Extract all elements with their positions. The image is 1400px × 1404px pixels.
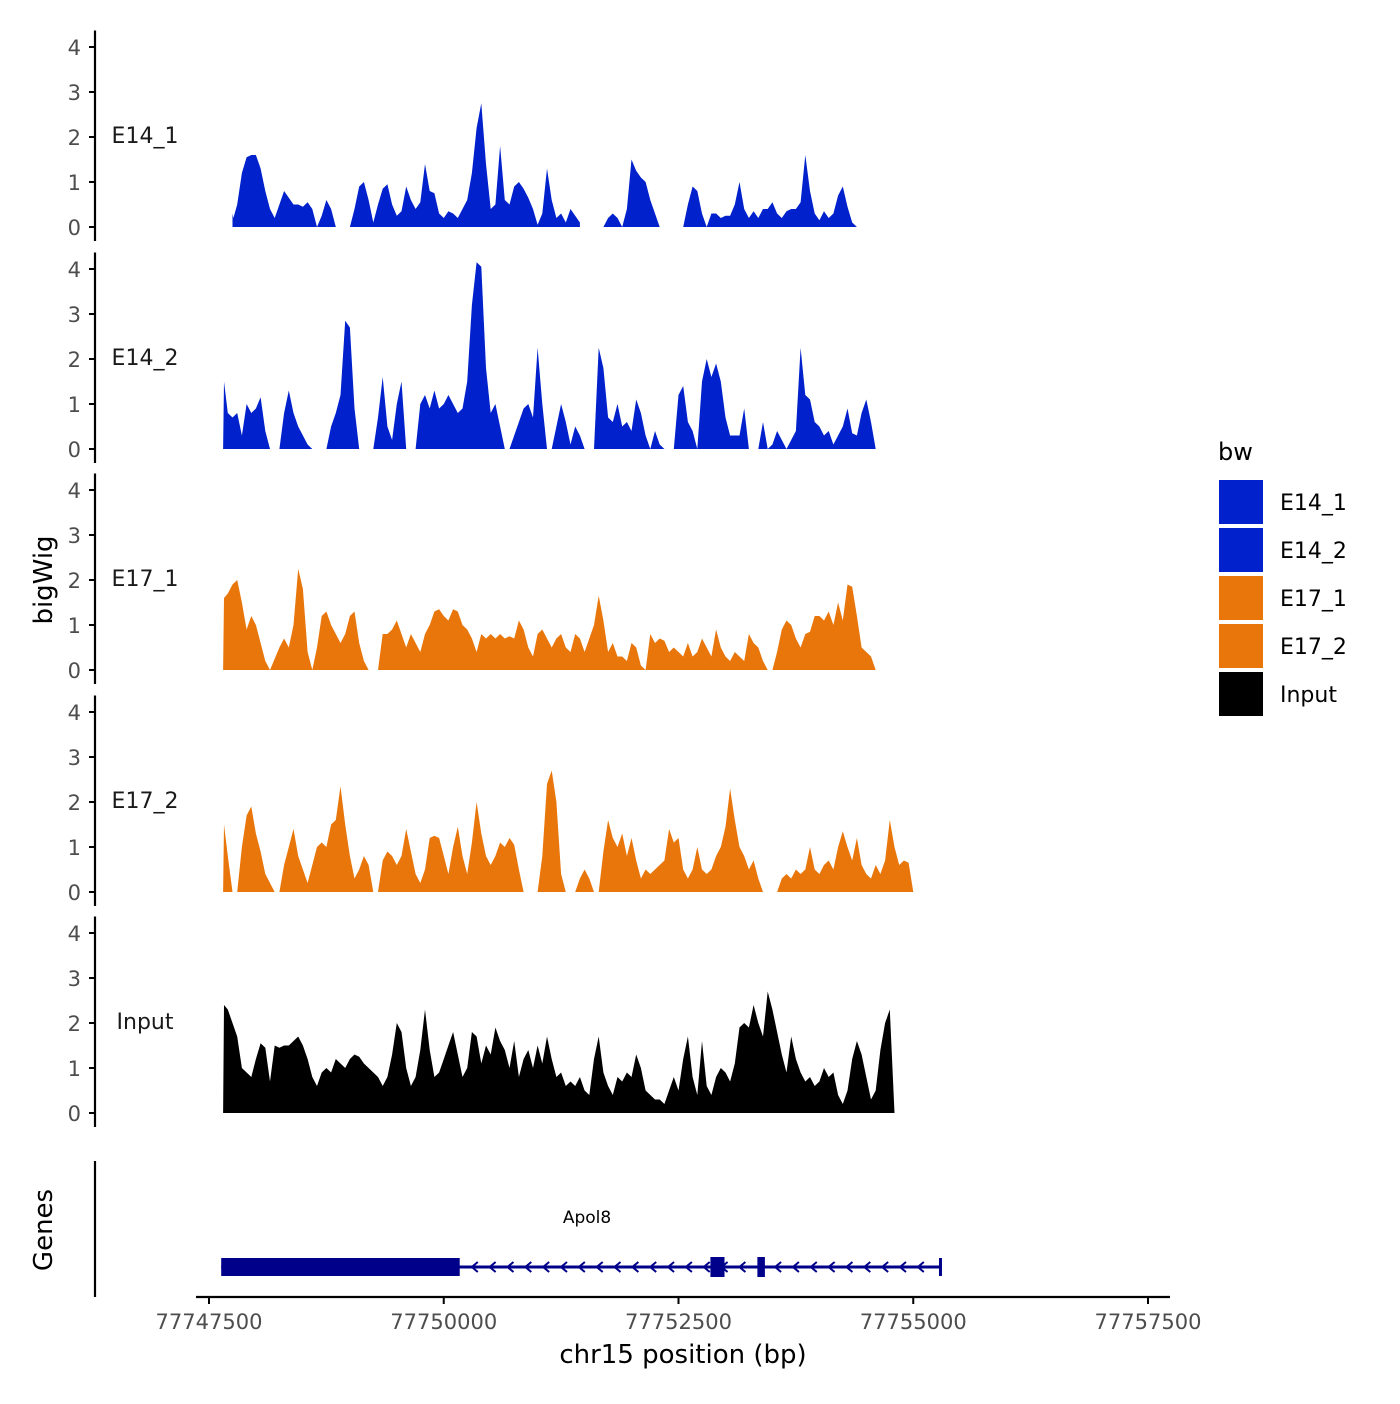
track-panel-1: 0 1 2 3 4 E14_1 bbox=[68, 30, 857, 241]
track-panel-2: 0 1 2 3 4 E14_2 bbox=[68, 252, 876, 463]
gene-exon-3 bbox=[757, 1257, 765, 1277]
strand-arrow bbox=[505, 1261, 515, 1273]
strand-arrow bbox=[541, 1261, 550, 1273]
y-tick-label: 3 bbox=[68, 81, 81, 105]
strand-arrow bbox=[898, 1261, 907, 1273]
x-tick-label: 77752500 bbox=[625, 1310, 732, 1334]
x-axis-title: chr15 position (bp) bbox=[559, 1340, 806, 1370]
x-tick-label: 77750000 bbox=[390, 1310, 497, 1334]
strand-arrow bbox=[809, 1261, 818, 1273]
panel-label-e17-2: E17_2 bbox=[112, 789, 179, 814]
y-tick-label: 0 bbox=[68, 881, 81, 905]
y-tick-label: 2 bbox=[68, 348, 81, 372]
legend-title: bw bbox=[1218, 438, 1253, 466]
strand-arrow bbox=[684, 1261, 693, 1273]
strand-arrow bbox=[577, 1261, 586, 1273]
legend-label-e17-2: E17_2 bbox=[1280, 635, 1347, 660]
panel-label-e14-2: E14_2 bbox=[112, 346, 179, 371]
strand-arrow bbox=[880, 1261, 889, 1273]
y-tick-label: 1 bbox=[68, 1057, 81, 1081]
panel-label-e14-1: E14_1 bbox=[112, 124, 179, 149]
gene-exon-1 bbox=[221, 1258, 460, 1276]
genes-panel: Apol8 bbox=[93, 1161, 942, 1297]
area-e17-2 bbox=[223, 770, 914, 892]
strand-arrow bbox=[595, 1261, 604, 1273]
strand-arrow bbox=[773, 1261, 782, 1273]
strand-arrow bbox=[470, 1261, 479, 1273]
gene-exon-2 bbox=[710, 1257, 725, 1277]
area-e17-1 bbox=[223, 568, 646, 670]
strand-arrow bbox=[648, 1261, 657, 1273]
legend-swatch-e14-1 bbox=[1219, 480, 1263, 524]
y-tick-label: 2 bbox=[68, 569, 81, 593]
y-tick-label: 0 bbox=[68, 1102, 81, 1126]
area-e14-2 bbox=[223, 262, 876, 449]
y-tick-label: 1 bbox=[68, 836, 81, 860]
track-panels: 0 1 2 3 4 E14_1 0 1 2 3 4 E14_2 0 1 2 3 4 E17_1 0 1 2 3 4 E17_2… bbox=[68, 30, 914, 1127]
y-tick-label: 2 bbox=[68, 791, 81, 815]
strand-arrow bbox=[791, 1261, 800, 1273]
x-tick-label: 77747500 bbox=[156, 1310, 263, 1334]
legend-label-e17-1: E17_1 bbox=[1280, 587, 1347, 612]
y-tick-label: 2 bbox=[68, 1012, 81, 1036]
strand-arrow bbox=[666, 1261, 675, 1273]
y-tick-label: 2 bbox=[68, 126, 81, 150]
y-tick-label: 3 bbox=[68, 967, 81, 991]
x-tick-label: 77755000 bbox=[860, 1310, 967, 1334]
track-panel-5: 0 1 2 3 4 Input bbox=[68, 916, 895, 1127]
legend-label-e14-2: E14_2 bbox=[1280, 539, 1347, 564]
strand-arrow bbox=[630, 1261, 640, 1273]
track-panel-4: 0 1 2 3 4 E17_2 bbox=[68, 695, 914, 906]
y-tick-label: 4 bbox=[68, 922, 81, 946]
track-panel-3: 0 1 2 3 4 E17_1 bbox=[68, 473, 876, 684]
y-tick-label: 4 bbox=[68, 479, 81, 503]
y-tick-label: 0 bbox=[68, 438, 81, 462]
strand-arrow bbox=[559, 1261, 568, 1273]
legend-label-e14-1: E14_1 bbox=[1280, 491, 1347, 516]
legend-label-input: Input bbox=[1280, 683, 1337, 708]
strand-arrow bbox=[612, 1261, 622, 1273]
y-tick-label: 1 bbox=[68, 393, 81, 417]
genes-panel-title: Genes bbox=[29, 1189, 59, 1271]
strand-arrow bbox=[916, 1261, 925, 1273]
strand-arrow bbox=[737, 1261, 747, 1273]
y-tick-label: 3 bbox=[68, 303, 81, 327]
y-tick-label: 1 bbox=[68, 614, 81, 638]
y-tick-label: 4 bbox=[68, 36, 81, 60]
legend-swatch-e14-2 bbox=[1219, 528, 1263, 572]
y-tick-label: 0 bbox=[68, 659, 81, 683]
legend-swatch-input bbox=[1219, 672, 1263, 716]
area-input bbox=[223, 991, 895, 1113]
y-tick-label: 0 bbox=[68, 216, 81, 240]
y-tick-label: 4 bbox=[68, 258, 81, 282]
y-tick-label: 3 bbox=[68, 746, 81, 770]
area-e14-1 bbox=[232, 103, 857, 227]
strand-arrow bbox=[862, 1261, 871, 1273]
strand-arrow bbox=[844, 1261, 854, 1273]
y-tick-label: 1 bbox=[68, 171, 81, 195]
y-tick-label: 3 bbox=[68, 524, 81, 548]
panel-label-input: Input bbox=[117, 1010, 174, 1035]
panel-label-e17-1: E17_1 bbox=[112, 567, 179, 592]
strand-arrow bbox=[702, 1261, 711, 1273]
strand-arrow bbox=[827, 1261, 836, 1273]
y-axis-title: bigWig bbox=[29, 535, 59, 624]
x-axis: 77747500 77750000 77752500 77755000 77757500 bbox=[156, 1295, 1202, 1334]
strand-arrow bbox=[523, 1261, 532, 1273]
x-tick-label: 77757500 bbox=[1095, 1310, 1202, 1334]
legend: bw E14_1 E14_2 E17_1 E17_2 Input bbox=[1218, 438, 1347, 716]
area-e17-1b bbox=[645, 584, 876, 670]
legend-swatch-e17-1 bbox=[1219, 576, 1263, 620]
legend-swatch-e17-2 bbox=[1219, 624, 1263, 668]
y-tick-label: 4 bbox=[68, 701, 81, 725]
gene-strand-arrows bbox=[470, 1261, 925, 1273]
gene-label: Apol8 bbox=[563, 1208, 611, 1228]
strand-arrow bbox=[488, 1261, 497, 1273]
